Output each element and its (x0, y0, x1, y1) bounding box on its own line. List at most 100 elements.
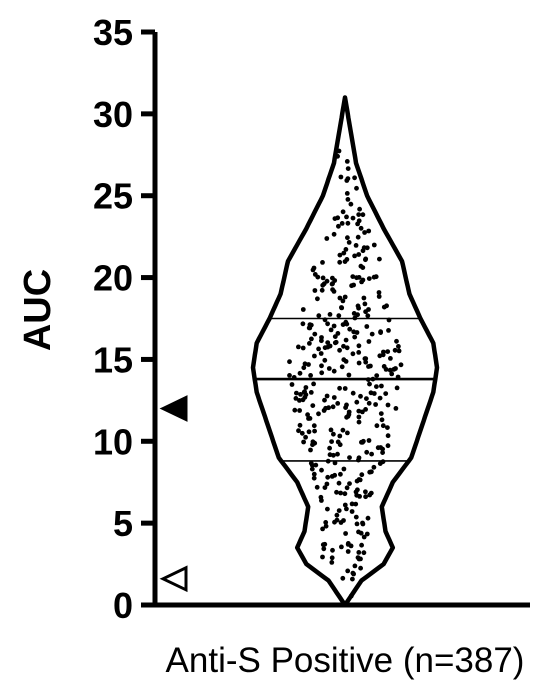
data-point (314, 484, 320, 490)
data-point (385, 425, 390, 430)
data-point (311, 423, 317, 429)
data-point (345, 568, 351, 574)
data-point (358, 393, 363, 399)
data-point (331, 323, 337, 329)
data-point (369, 451, 374, 457)
data-point (374, 384, 379, 389)
data-point (340, 427, 346, 433)
data-point (344, 402, 349, 408)
y-tick-label: 0 (113, 585, 133, 626)
data-point (371, 464, 377, 470)
data-point (300, 321, 306, 327)
data-point (343, 531, 348, 536)
data-point (312, 353, 317, 359)
data-point (302, 394, 308, 400)
data-point (321, 546, 327, 552)
data-point (347, 455, 352, 460)
data-point (359, 472, 365, 478)
open-triangle-marker (159, 565, 188, 593)
data-point (325, 506, 330, 512)
data-point (354, 275, 359, 281)
data-point (361, 550, 367, 556)
data-point (320, 275, 326, 281)
data-point (363, 257, 368, 263)
data-point (341, 518, 346, 523)
data-point (337, 295, 343, 301)
data-point (342, 386, 348, 391)
data-point (355, 234, 361, 240)
data-point (327, 312, 333, 317)
data-point (338, 490, 343, 496)
data-point (301, 439, 306, 445)
data-point (356, 529, 361, 535)
data-point (327, 445, 332, 451)
data-point (340, 575, 346, 581)
y-tick-label: 15 (93, 339, 133, 380)
data-point (368, 363, 373, 369)
data-point (297, 370, 303, 376)
data-point (358, 263, 364, 269)
data-point (354, 330, 360, 335)
data-point (396, 344, 401, 349)
data-point (367, 381, 372, 387)
data-point (331, 368, 337, 374)
data-point (344, 159, 350, 164)
data-point (307, 341, 312, 346)
data-point (296, 344, 301, 350)
data-point (336, 480, 342, 486)
data-point (356, 455, 362, 461)
data-point (315, 296, 320, 302)
data-point (388, 356, 393, 361)
data-point (337, 385, 342, 391)
data-point (364, 449, 370, 455)
data-point (344, 214, 349, 220)
data-point (330, 404, 336, 410)
data-point (336, 148, 342, 154)
data-point (353, 514, 359, 520)
data-point (376, 294, 382, 299)
data-point (348, 593, 354, 599)
data-point (332, 340, 338, 346)
data-point (319, 370, 325, 376)
data-point (309, 336, 314, 342)
data-point (344, 485, 350, 491)
data-point (374, 373, 380, 378)
data-point (316, 313, 322, 319)
data-point (323, 523, 329, 529)
data-point (312, 428, 317, 434)
data-point (318, 351, 324, 356)
data-point (320, 542, 326, 548)
data-point (300, 307, 306, 312)
data-point (364, 396, 369, 401)
data-point (311, 475, 317, 481)
data-point (366, 276, 372, 281)
data-point (306, 429, 312, 435)
data-point (349, 509, 355, 514)
data-point (303, 385, 309, 390)
data-point (385, 443, 391, 449)
data-point (354, 185, 359, 191)
data-point (347, 326, 353, 332)
data-point (344, 191, 350, 196)
data-point (362, 301, 368, 307)
data-point (298, 392, 303, 397)
y-tick-label: 35 (93, 12, 133, 53)
data-point (366, 228, 372, 234)
data-point (351, 571, 356, 577)
data-point (334, 517, 340, 523)
data-point (364, 531, 370, 537)
data-point (352, 563, 358, 569)
data-point (345, 166, 351, 172)
data-point (320, 260, 325, 265)
violin-outline (250, 95, 440, 608)
data-point (362, 230, 367, 235)
data-point (325, 344, 331, 350)
data-point (375, 445, 381, 451)
data-point (341, 250, 347, 256)
data-point (366, 339, 372, 344)
data-point (319, 363, 324, 369)
data-point (356, 350, 362, 355)
data-point (341, 357, 347, 363)
data-point (341, 466, 347, 472)
